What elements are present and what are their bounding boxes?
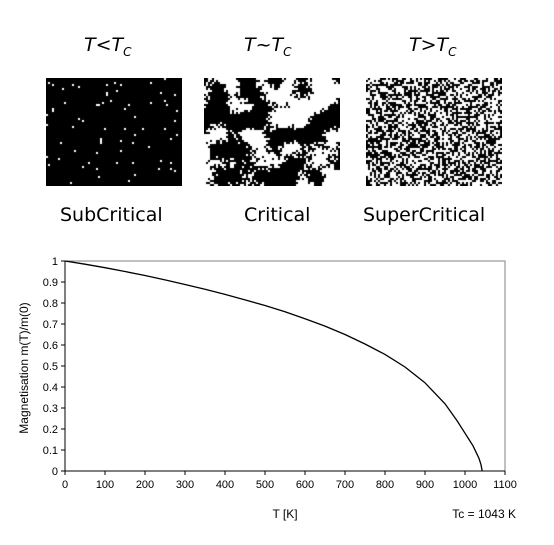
x-tick-label: 700 bbox=[336, 479, 354, 491]
condition-supercritical: T>TC bbox=[409, 34, 457, 59]
y-tick-label: 0.7 bbox=[43, 319, 58, 331]
subcritical-lattice-image bbox=[46, 78, 182, 186]
panel-label-supercritical: SuperCritical bbox=[363, 204, 486, 226]
y-tick-label: 0.5 bbox=[43, 361, 58, 373]
x-tick-label: 1100 bbox=[493, 479, 517, 491]
y-axis-label: Magnetisation m(T)/m(0) bbox=[17, 302, 31, 433]
chart-marks bbox=[64, 260, 483, 472]
condition-main: T>T bbox=[409, 34, 449, 56]
x-tick-label: 1000 bbox=[453, 479, 477, 491]
critical-lattice-image bbox=[204, 78, 340, 186]
supercritical-lattice-image bbox=[366, 78, 502, 186]
condition-subcritical: T<TC bbox=[84, 34, 132, 59]
y-tick-label: 0.4 bbox=[43, 382, 58, 394]
y-tick-label: 0.1 bbox=[43, 445, 58, 457]
plot-frame bbox=[64, 260, 506, 472]
magnetisation-curve bbox=[64, 260, 483, 472]
x-tick-label: 400 bbox=[216, 479, 234, 491]
tc-annotation: Tc = 1043 K bbox=[452, 507, 516, 521]
y-tick-label: 0.6 bbox=[43, 340, 58, 352]
condition-main: T<T bbox=[84, 34, 124, 56]
x-tick-label: 200 bbox=[136, 479, 154, 491]
y-tick-label: 0.2 bbox=[43, 424, 58, 436]
x-tick-label: 500 bbox=[256, 479, 274, 491]
x-tick-label: 100 bbox=[96, 479, 114, 491]
condition-sub: C bbox=[283, 44, 292, 59]
x-tick-label: 300 bbox=[176, 479, 194, 491]
condition-sub: C bbox=[448, 44, 457, 59]
x-tick-label: 800 bbox=[376, 479, 394, 491]
y-tick-label: 1 bbox=[52, 256, 58, 268]
y-tick-label: 0.8 bbox=[43, 298, 58, 310]
x-tick-label: 0 bbox=[62, 479, 68, 491]
chart-axes: 0 100 200 300 400 500 600 700 800 900 1000 1100 0 0.1… bbox=[43, 256, 517, 491]
x-axis-label: T [K] bbox=[272, 507, 297, 521]
panel-label-subcritical: SubCritical bbox=[60, 204, 163, 226]
y-tick-label: 0 bbox=[52, 466, 58, 478]
x-tick-label: 900 bbox=[416, 479, 434, 491]
condition-main: T~T bbox=[244, 34, 284, 56]
y-tick-label: 0.3 bbox=[43, 403, 58, 415]
condition-sub: C bbox=[123, 44, 132, 59]
magnetisation-chart: 0 100 200 300 400 500 600 700 800 900 1000 1100 0 0.1… bbox=[17, 256, 517, 521]
y-tick-label: 0.9 bbox=[43, 277, 58, 289]
x-tick-label: 600 bbox=[296, 479, 314, 491]
panel-label-critical: Critical bbox=[244, 204, 311, 226]
condition-critical: T~TC bbox=[244, 34, 292, 59]
